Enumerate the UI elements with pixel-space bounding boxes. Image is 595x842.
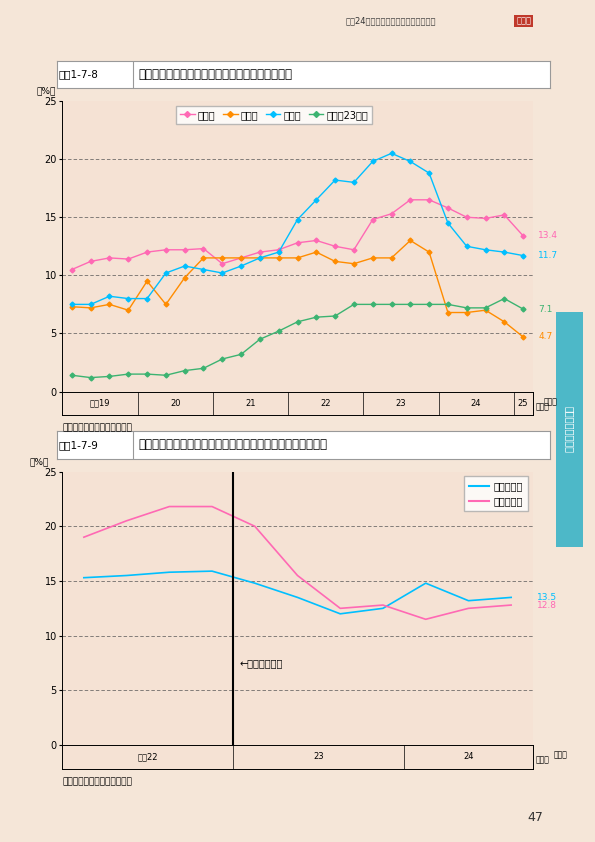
Text: 7.1: 7.1 <box>538 305 553 313</box>
Text: 資料：シービーアールイー㈱: 資料：シービーアールイー㈱ <box>62 777 132 786</box>
Legend: 旧耐震ビル, 新耐震ビル: 旧耐震ビル, 新耐震ビル <box>464 477 528 511</box>
Text: （期）: （期） <box>544 397 558 407</box>
Text: ←東日本大震災: ←東日本大震災 <box>240 658 283 668</box>
Text: 25: 25 <box>518 399 528 408</box>
Text: 24: 24 <box>471 399 481 408</box>
Text: 仙台市、盛岡市、郡山市のオフィスビルの空室率: 仙台市、盛岡市、郡山市のオフィスビルの空室率 <box>138 68 292 81</box>
Text: 23: 23 <box>396 399 406 408</box>
Text: 図表1-7-9: 図表1-7-9 <box>59 440 99 450</box>
Text: 13.5: 13.5 <box>537 593 557 602</box>
Text: （%）: （%） <box>30 457 49 466</box>
Text: 24: 24 <box>463 753 474 761</box>
Text: 平成24年度の地価・土地取引等の動向: 平成24年度の地価・土地取引等の動向 <box>345 17 436 25</box>
Text: 47: 47 <box>528 811 543 824</box>
Text: 資料：シービーアールイー㈱: 資料：シービーアールイー㈱ <box>62 424 132 432</box>
Text: 平成22: 平成22 <box>137 753 158 761</box>
Text: （年）: （年） <box>536 402 549 411</box>
Text: 12.8: 12.8 <box>537 600 557 610</box>
Text: 図表1-7-8: 図表1-7-8 <box>59 70 99 79</box>
Text: 22: 22 <box>321 399 331 408</box>
Text: 23: 23 <box>314 753 324 761</box>
Text: 4.7: 4.7 <box>538 333 552 341</box>
Text: （%）: （%） <box>37 86 56 95</box>
Text: 20: 20 <box>170 399 180 408</box>
Text: 平成19: 平成19 <box>90 399 110 408</box>
Text: （期）: （期） <box>554 751 568 759</box>
Text: （年）: （年） <box>536 755 549 765</box>
Legend: 盛岡市, 郡山市, 仙台市, 東京（23区）: 盛岡市, 郡山市, 仙台市, 東京（23区） <box>176 106 372 124</box>
Text: 13.4: 13.4 <box>538 232 558 240</box>
Text: 仙台市における新耐震・旧耐震オフィスビルの空室率の推移: 仙台市における新耐震・旧耐震オフィスビルの空室率の推移 <box>138 439 327 451</box>
Text: 第１章: 第１章 <box>516 17 531 25</box>
Text: 土地に関する動向: 土地に関する動向 <box>565 406 575 453</box>
Text: 21: 21 <box>245 399 256 408</box>
Text: 11.7: 11.7 <box>538 251 558 260</box>
